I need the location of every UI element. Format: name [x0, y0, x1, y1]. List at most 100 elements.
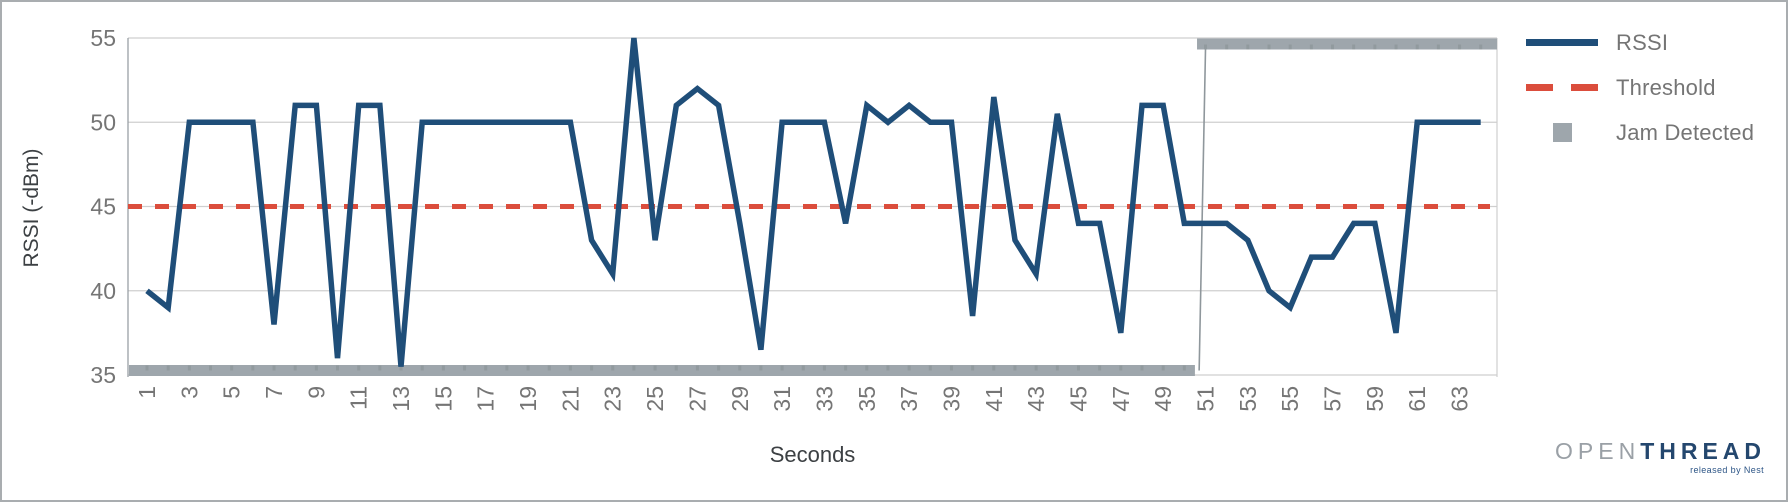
axis-tick-mark: [1034, 365, 1038, 371]
axis-tick-mark: [526, 365, 530, 371]
x-tick-label: 33: [811, 386, 837, 412]
axis-tick-mark: [1331, 44, 1335, 50]
x-tick-label: 3: [176, 386, 202, 399]
axis-tick-mark: [674, 365, 678, 371]
axis-tick-mark: [590, 365, 594, 371]
x-tick-label: 25: [642, 386, 668, 412]
x-tick-label: 23: [600, 386, 626, 412]
axis-tick-mark: [949, 365, 953, 371]
axis-tick-mark: [209, 365, 213, 371]
axis-tick-mark: [1458, 44, 1462, 50]
rssi-line: [145, 37, 1481, 367]
axis-tick-mark: [357, 365, 361, 371]
axis-tick-mark: [717, 365, 721, 371]
legend-label-jam: Jam Detected: [1616, 119, 1755, 145]
logo-tagline: released by Nest: [1690, 465, 1764, 475]
y-tick-label: 50: [90, 109, 116, 135]
axis-tick-mark: [420, 365, 424, 371]
x-tick-label: 17: [473, 386, 499, 412]
axis-tick-mark: [780, 365, 784, 371]
y-axis-title: RSSI (-dBm): [20, 148, 43, 267]
axis-tick-mark: [1161, 365, 1165, 371]
axis-tick-mark: [759, 365, 763, 371]
axis-tick-mark: [314, 365, 318, 371]
axis-tick-mark: [1140, 365, 1144, 371]
axis-tick-mark: [1119, 365, 1123, 371]
x-tick-label: 1: [134, 386, 160, 399]
x-tick-label: 51: [1193, 386, 1219, 412]
axis-tick-mark: [378, 365, 382, 371]
legend-item-rssi: RSSI: [1526, 20, 1754, 65]
axis-tick-mark: [738, 365, 742, 371]
legend-label-threshold: Threshold: [1616, 74, 1716, 100]
legend: RSSI Threshold Jam Detected: [1526, 20, 1754, 155]
logo-open-text: OPEN: [1555, 438, 1641, 464]
axis-tick-mark: [865, 365, 869, 371]
axis-tick-mark: [907, 365, 911, 371]
y-tick-label: 40: [90, 278, 116, 304]
x-tick-label: 41: [981, 386, 1007, 412]
axis-tick-mark: [1394, 44, 1398, 50]
openthread-wordmark: OPENTHREAD: [1555, 438, 1767, 465]
x-tick-label: 7: [261, 386, 287, 399]
axis-tick-mark: [928, 365, 932, 371]
x-tick-label: 49: [1150, 386, 1176, 412]
legend-label-rssi: RSSI: [1616, 29, 1669, 55]
axis-tick-mark: [399, 365, 403, 371]
axis-tick-mark: [1288, 44, 1292, 50]
x-tick-label: 63: [1447, 386, 1473, 412]
x-tick-label: 11: [346, 386, 372, 410]
axis-tick-mark: [1352, 44, 1356, 50]
axis-tick-mark: [1436, 44, 1440, 50]
axis-tick-mark: [611, 365, 615, 371]
axis-tick-mark: [1246, 44, 1250, 50]
axis-tick-mark: [1373, 44, 1377, 50]
axis-tick-mark: [971, 365, 975, 371]
x-tick-label: 13: [388, 386, 414, 412]
axis-tick-mark: [1309, 44, 1313, 50]
axis-tick-mark: [822, 365, 826, 371]
x-tick-label: 9: [303, 386, 329, 399]
jam-transition-line: [1198, 49, 1207, 371]
axis-tick-mark: [547, 365, 551, 371]
y-tick-label: 55: [90, 25, 116, 51]
axis-tick-mark: [230, 365, 234, 371]
y-tick-label: 45: [90, 194, 116, 220]
jam-square-swatch-icon: [1526, 123, 1598, 142]
x-tick-label: 45: [1065, 386, 1091, 412]
x-axis-title: Seconds: [770, 442, 856, 467]
axis-tick-mark: [992, 365, 996, 371]
x-tick-label: 29: [727, 386, 753, 412]
x-tick-label: 21: [557, 386, 583, 412]
axis-tick-mark: [484, 365, 488, 371]
jam-on-bar: [1197, 38, 1497, 50]
x-tick-label: 15: [430, 386, 456, 412]
jam-off-bar: [129, 365, 1195, 376]
axis-tick-mark: [145, 365, 149, 371]
axis-tick-mark: [336, 365, 340, 371]
axis-tick-mark: [1225, 44, 1229, 50]
threshold-dash-swatch-icon: [1526, 84, 1598, 91]
x-tick-label: 55: [1277, 386, 1303, 412]
axis-tick-mark: [801, 365, 805, 371]
axis-tick-mark: [653, 365, 657, 371]
axis-tick-mark: [1415, 44, 1419, 50]
axis-tick-mark: [505, 365, 509, 371]
legend-item-jam: Jam Detected: [1526, 110, 1754, 155]
x-tick-label: 53: [1235, 386, 1261, 412]
x-tick-label: 39: [938, 386, 964, 412]
axis-tick-mark: [1076, 365, 1080, 371]
x-tick-label: 47: [1108, 386, 1134, 412]
axis-tick-mark: [1055, 365, 1059, 371]
rssi-line-swatch-icon: [1526, 39, 1598, 46]
x-tick-label: 31: [769, 386, 795, 412]
axis-tick-mark: [695, 365, 699, 371]
axis-tick-mark: [1098, 365, 1102, 371]
axis-tick-mark: [293, 365, 297, 371]
axis-tick-mark: [1479, 44, 1483, 50]
x-tick-label: 37: [896, 386, 922, 412]
x-tick-label: 43: [1023, 386, 1049, 412]
axis-tick-mark: [187, 365, 191, 371]
